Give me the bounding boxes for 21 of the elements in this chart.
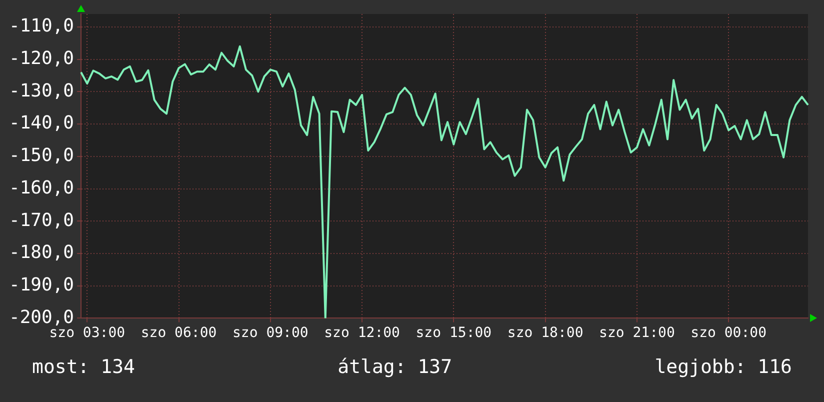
text: legjobb: 116 bbox=[654, 356, 792, 378]
x-tick-label: szo 15:00 bbox=[416, 325, 492, 342]
x-tick-label: szo 06:00 bbox=[140, 325, 217, 342]
x-tick-label: szo 09:00 bbox=[232, 325, 308, 342]
y-tick-label: -150,0 bbox=[8, 145, 74, 166]
text: most: 134 bbox=[32, 356, 135, 378]
text: átlag: 137 bbox=[338, 356, 452, 378]
y-tick-label: -200,0 bbox=[8, 306, 74, 328]
y-tick-label: -180,0 bbox=[8, 242, 74, 264]
y-tick-label: -120,0 bbox=[8, 48, 74, 69]
y-tick-label: -190,0 bbox=[8, 274, 74, 296]
y-tick-label: -160,0 bbox=[8, 177, 74, 198]
x-tick-label: szo 00:00 bbox=[690, 325, 767, 342]
x-tick-label: szo 21:00 bbox=[599, 325, 675, 342]
y-tick-label: -130,0 bbox=[8, 80, 74, 102]
y-tick-label: -140,0 bbox=[8, 112, 74, 134]
x-tick-label: szo 18:00 bbox=[507, 325, 584, 342]
y-tick-label: -170,0 bbox=[8, 210, 74, 231]
x-tick-label: szo 03:00 bbox=[49, 325, 126, 342]
y-tick-label: -110,0 bbox=[8, 16, 74, 37]
x-tick-label: szo 12:00 bbox=[324, 325, 400, 342]
